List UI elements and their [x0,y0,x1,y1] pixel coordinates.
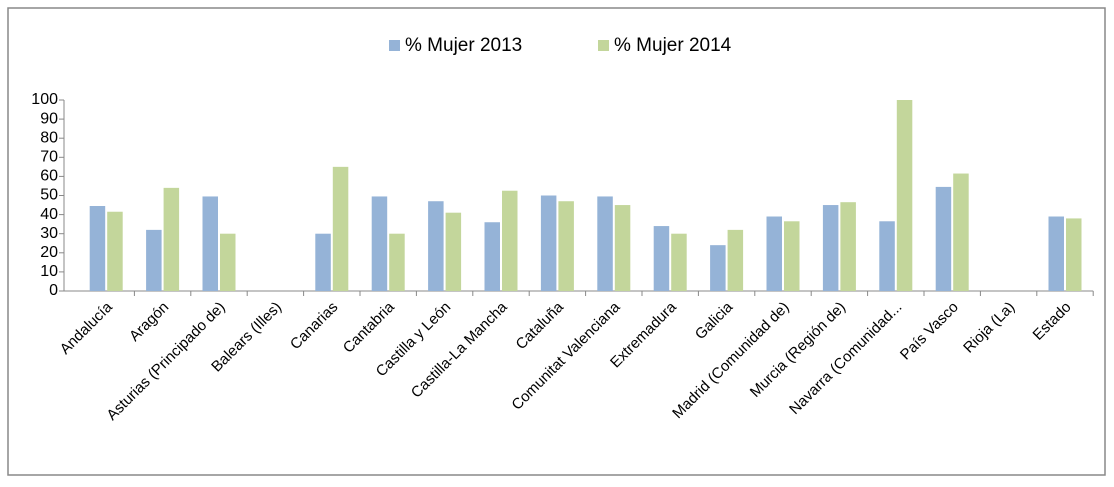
bar [614,205,631,291]
bar [445,212,462,291]
bar [428,201,444,291]
y-tick-label: 100 [31,91,58,108]
bar [540,195,557,291]
bar [840,202,856,291]
bar [671,233,687,291]
y-tick-label: 90 [40,110,58,127]
bar [597,196,613,291]
bar [163,187,180,291]
bar [202,196,218,291]
bar [710,245,726,291]
y-tick-label: 60 [40,168,58,185]
bar [784,221,800,291]
bar [89,206,106,291]
legend-label: % Mujer 2014 [614,35,732,56]
bar [146,229,162,291]
bar [371,196,388,291]
y-tick-label: 20 [40,244,58,261]
y-tick-label: 10 [40,263,58,280]
y-tick-label: 30 [40,225,58,242]
bar [1048,216,1064,291]
y-tick-label: 70 [40,149,58,166]
legend-swatch [389,40,400,51]
y-tick-label: 80 [40,129,58,146]
bar [389,233,405,291]
bar [879,221,895,291]
bar [484,222,500,291]
bar [107,211,123,291]
chart-frame [7,7,1106,476]
y-tick-label: 40 [40,206,58,223]
bar [558,201,574,291]
bar [315,233,331,291]
bar [220,233,236,291]
y-tick-label: 50 [40,187,58,204]
bar [727,229,744,291]
bar [502,190,518,291]
bar [896,100,913,291]
bar [653,226,670,291]
legend-label: % Mujer 2013 [405,35,522,56]
y-tick-label: 0 [49,282,58,299]
bar [766,216,782,291]
bar [332,166,349,291]
bar [1066,218,1082,291]
legend-swatch [598,40,609,51]
bar [935,186,952,291]
bar [822,205,839,291]
bar [953,173,969,291]
